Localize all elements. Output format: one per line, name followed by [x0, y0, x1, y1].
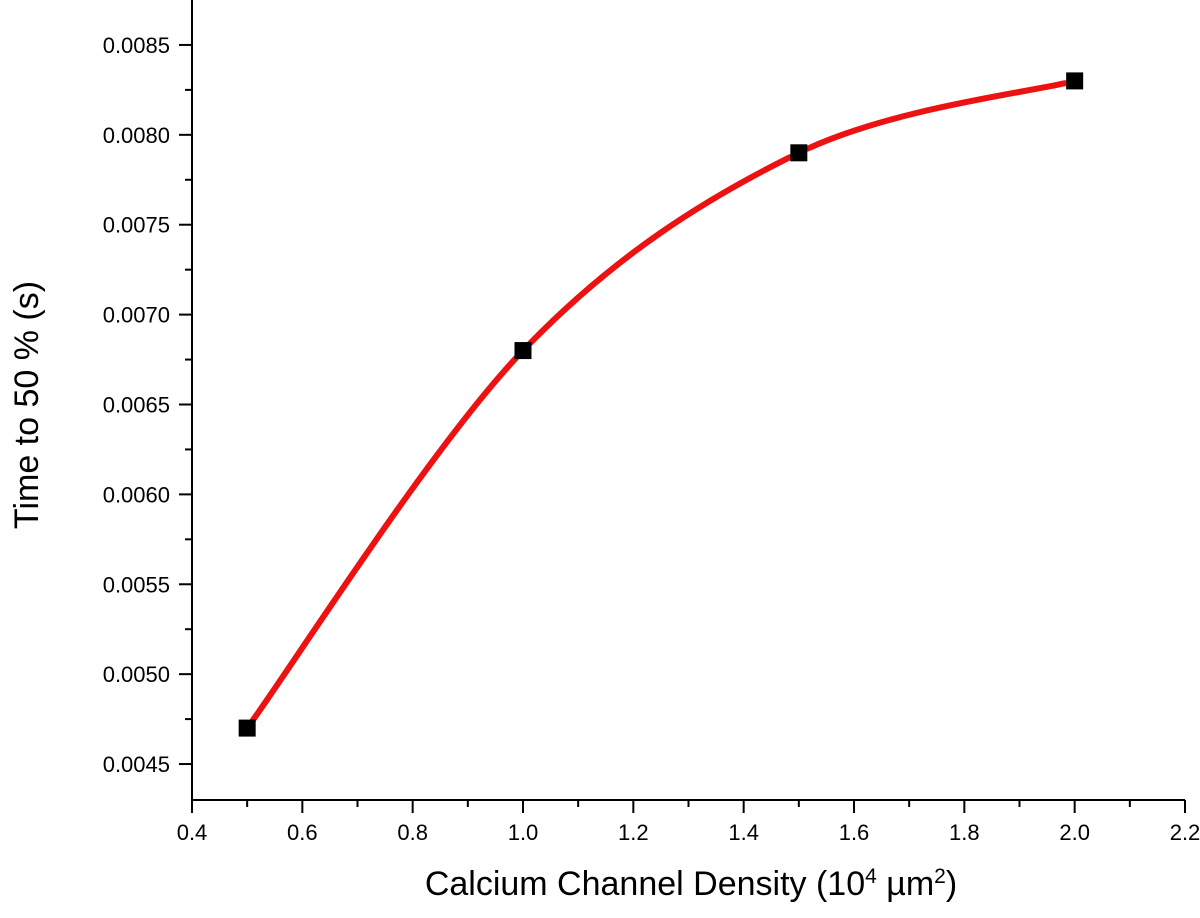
y-tick-label: 0.0085 [103, 33, 170, 58]
y-tick-label: 0.0055 [103, 572, 170, 597]
fit-curve-layer [244, 77, 1078, 732]
x-axis-title-main: Calcium Channel Density (10 [425, 865, 865, 903]
x-tick-label: 1.0 [508, 820, 539, 845]
data-points-layer [238, 72, 1084, 737]
y-tick-label: 0.0075 [103, 213, 170, 238]
x-axis-title-sup1: 4 [865, 865, 877, 888]
x-axis-title: Calcium Channel Density (104 µm2) [425, 865, 957, 903]
x-tick-label: 2.2 [1170, 820, 1200, 845]
x-tick-label: 0.6 [287, 820, 318, 845]
y-tick-label: 0.0070 [103, 303, 170, 328]
x-tick-label: 1.2 [618, 820, 649, 845]
data-point [514, 342, 532, 360]
data-point [790, 144, 808, 162]
y-tick-label: 0.0050 [103, 662, 170, 687]
x-axis-title-sup2: 2 [934, 865, 946, 888]
x-tick-label: 0.4 [177, 820, 208, 845]
y-axis-title: Time to 50 % (s) [8, 281, 46, 529]
axes [191, 0, 1185, 801]
x-tick-label: 2.0 [1059, 820, 1090, 845]
tick-labels: 0.4 0.6 0.8 1.0 1.2 1.4 1.6 1.8 2.0 2.2 0.0045 0.00… [103, 33, 1200, 845]
y-tick-label: 0.0045 [103, 752, 170, 777]
fit-curve-segment [244, 347, 526, 732]
fit-curve-segment [795, 77, 1078, 156]
y-tick-label: 0.0060 [103, 482, 170, 507]
y-tick-label: 0.0080 [103, 123, 170, 148]
y-tick-label: 0.0065 [103, 392, 170, 417]
x-tick-label: 1.8 [949, 820, 980, 845]
ticks [179, 43, 1186, 813]
x-tick-label: 0.8 [397, 820, 428, 845]
data-point [238, 719, 256, 737]
fit-curve-segment [520, 149, 802, 354]
x-axis-title-end: ) [946, 865, 957, 903]
x-tick-label: 1.4 [728, 820, 759, 845]
x-tick-label: 1.6 [839, 820, 870, 845]
data-point [1066, 72, 1084, 90]
x-axis-title-mid: µm [877, 865, 934, 903]
